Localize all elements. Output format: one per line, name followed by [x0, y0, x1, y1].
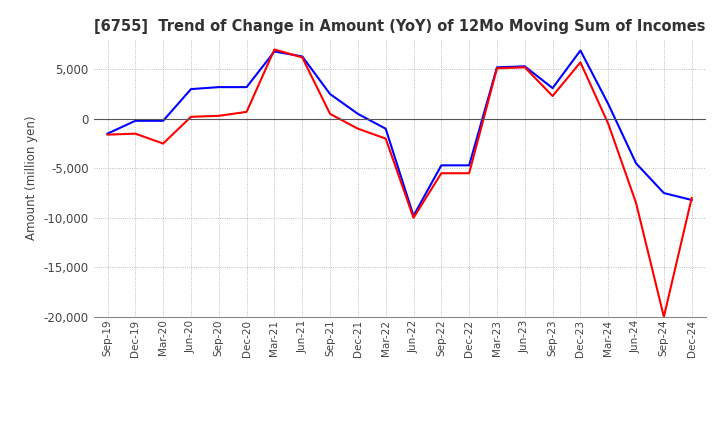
Ordinary Income: [298, 54, 307, 59]
Ordinary Income: [409, 213, 418, 219]
Ordinary Income: [270, 49, 279, 54]
Net Income: [492, 66, 501, 71]
Ordinary Income: [521, 64, 529, 69]
Net Income: [159, 141, 168, 146]
Net Income: [325, 111, 334, 117]
Net Income: [660, 314, 668, 319]
Ordinary Income: [492, 65, 501, 70]
Ordinary Income: [660, 191, 668, 196]
Net Income: [354, 126, 362, 131]
Net Income: [270, 47, 279, 52]
Net Income: [215, 113, 223, 118]
Ordinary Income: [131, 118, 140, 123]
Ordinary Income: [549, 85, 557, 91]
Line: Net Income: Net Income: [107, 49, 692, 317]
Net Income: [688, 195, 696, 201]
Ordinary Income: [465, 163, 474, 168]
Ordinary Income: [215, 84, 223, 90]
Net Income: [521, 65, 529, 70]
Ordinary Income: [242, 84, 251, 90]
Ordinary Income: [325, 92, 334, 97]
Ordinary Income: [437, 163, 446, 168]
Ordinary Income: [354, 111, 362, 117]
Ordinary Income: [103, 131, 112, 136]
Ordinary Income: [576, 48, 585, 53]
Line: Ordinary Income: Ordinary Income: [107, 51, 692, 216]
Net Income: [549, 93, 557, 99]
Net Income: [131, 131, 140, 136]
Net Income: [103, 132, 112, 137]
Net Income: [437, 171, 446, 176]
Title: [6755]  Trend of Change in Amount (YoY) of 12Mo Moving Sum of Incomes: [6755] Trend of Change in Amount (YoY) o…: [94, 19, 706, 34]
Net Income: [409, 215, 418, 220]
Ordinary Income: [159, 118, 168, 123]
Net Income: [382, 136, 390, 141]
Net Income: [631, 200, 640, 205]
Net Income: [242, 109, 251, 114]
Net Income: [465, 171, 474, 176]
Ordinary Income: [382, 126, 390, 131]
Net Income: [576, 60, 585, 65]
Ordinary Income: [186, 86, 195, 92]
Y-axis label: Amount (million yen): Amount (million yen): [25, 116, 38, 240]
Ordinary Income: [688, 197, 696, 202]
Net Income: [186, 114, 195, 119]
Net Income: [604, 121, 613, 126]
Ordinary Income: [604, 101, 613, 106]
Net Income: [298, 55, 307, 60]
Ordinary Income: [631, 161, 640, 166]
